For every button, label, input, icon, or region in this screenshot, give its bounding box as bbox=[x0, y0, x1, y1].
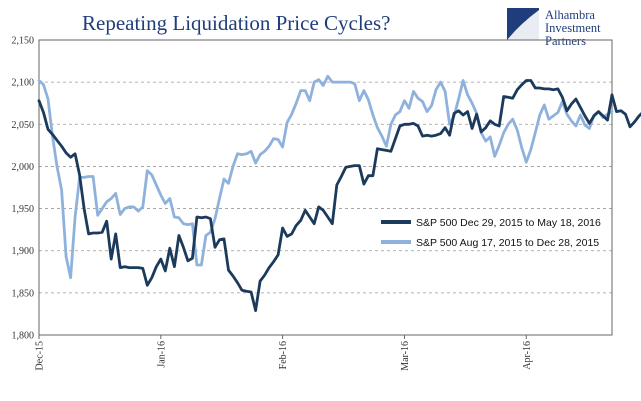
x-tick-label: Dec-15 bbox=[35, 341, 46, 370]
y-tick-label: 1,900 bbox=[12, 246, 35, 257]
series-line-2 bbox=[37, 74, 614, 280]
y-axis: 1,800 1,850 1,900 1,950 2,000 2,050 2,100 2,150 bbox=[12, 36, 35, 342]
x-tick-label: Jan-16 bbox=[156, 341, 167, 368]
logo-line-1: Alhambra bbox=[545, 8, 595, 22]
logo-swoosh bbox=[507, 10, 539, 40]
grid-lines bbox=[39, 81, 612, 294]
y-tick-label: 1,800 bbox=[12, 331, 35, 342]
logo-line-2: Investment bbox=[545, 21, 601, 35]
x-axis: Dec-15 Jan-16 Feb-16 Mar-16 Apr-16 bbox=[35, 335, 533, 371]
chart-title: Repeating Liquidation Price Cycles? bbox=[82, 11, 391, 35]
y-tick-label: 2,000 bbox=[12, 162, 35, 173]
legend: S&P 500 Dec 29, 2015 to May 18, 2016 S&P… bbox=[381, 217, 601, 249]
legend-label-series-2: S&P 500 Aug 17, 2015 to Dec 28, 2015 bbox=[416, 237, 599, 249]
y-tick-label: 2,050 bbox=[12, 120, 35, 131]
y-tick-label: 2,100 bbox=[12, 78, 35, 89]
y-tick-label: 2,150 bbox=[12, 36, 35, 47]
y-tick-label: 1,950 bbox=[12, 204, 35, 215]
series-line-1 bbox=[37, 79, 641, 313]
series-lines bbox=[37, 74, 641, 313]
x-tick-label: Mar-16 bbox=[400, 341, 411, 371]
x-tick-label: Apr-16 bbox=[522, 341, 533, 370]
brand-logo: Alhambra Investment Partners bbox=[507, 8, 601, 48]
plot-frame bbox=[38, 39, 613, 336]
y-tick-label: 1,850 bbox=[12, 288, 35, 299]
legend-label-series-1: S&P 500 Dec 29, 2015 to May 18, 2016 bbox=[416, 217, 601, 229]
logo-line-3: Partners bbox=[545, 34, 586, 48]
x-tick-label: Feb-16 bbox=[278, 341, 289, 369]
